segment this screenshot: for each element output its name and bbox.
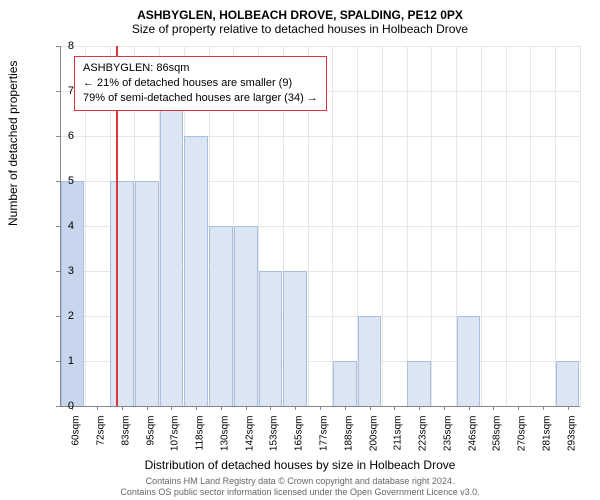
- histogram-bar: [556, 361, 580, 406]
- x-tick-label: 211sqm: [393, 416, 404, 476]
- y-tick-label: 8: [44, 40, 74, 52]
- histogram-bar: [61, 181, 85, 406]
- chart-title-line2: Size of property relative to detached ho…: [0, 22, 600, 38]
- histogram-bar: [184, 136, 208, 406]
- histogram-bar: [407, 361, 431, 406]
- info-box-line2: ← 21% of detached houses are smaller (9): [83, 76, 318, 91]
- x-tick-label: 142sqm: [244, 416, 255, 476]
- histogram-bar: [234, 226, 258, 406]
- footer-attribution: Contains HM Land Registry data © Crown c…: [0, 476, 600, 498]
- y-tick-label: 3: [44, 265, 74, 277]
- x-tick-label: 293sqm: [566, 416, 577, 476]
- gridline: [382, 46, 383, 406]
- y-tick-label: 5: [44, 175, 74, 187]
- x-tick-label: 153sqm: [269, 416, 280, 476]
- x-tick-label: 177sqm: [319, 416, 330, 476]
- footer-line1: Contains HM Land Registry data © Crown c…: [0, 476, 600, 487]
- x-tick-label: 258sqm: [492, 416, 503, 476]
- gridline: [60, 46, 580, 47]
- x-tick-label: 72sqm: [96, 416, 107, 476]
- chart-title-line1: ASHBYGLEN, HOLBEACH DROVE, SPALDING, PE1…: [0, 0, 600, 22]
- gridline: [431, 46, 432, 406]
- histogram-bar: [135, 181, 159, 406]
- gridline: [60, 136, 580, 137]
- gridline: [530, 46, 531, 406]
- x-tick-label: 83sqm: [120, 416, 131, 476]
- gridline: [407, 46, 408, 406]
- x-tick-label: 60sqm: [71, 416, 82, 476]
- y-tick-label: 6: [44, 130, 74, 142]
- y-tick-label: 7: [44, 85, 74, 97]
- plot-area: ASHBYGLEN: 86sqm ← 21% of detached house…: [60, 46, 580, 406]
- x-tick-label: 130sqm: [219, 416, 230, 476]
- histogram-bar: [110, 181, 134, 406]
- histogram-bar: [160, 91, 184, 406]
- y-tick-label: 1: [44, 355, 74, 367]
- y-tick-label: 4: [44, 220, 74, 232]
- gridline: [332, 46, 333, 406]
- gridline: [506, 46, 507, 406]
- histogram-bar: [209, 226, 233, 406]
- histogram-bar: [457, 316, 481, 406]
- info-box-line3: 79% of semi-detached houses are larger (…: [83, 91, 318, 106]
- histogram-bar: [358, 316, 382, 406]
- x-tick-label: 107sqm: [170, 416, 181, 476]
- x-tick-label: 246sqm: [467, 416, 478, 476]
- y-tick-label: 2: [44, 310, 74, 322]
- gridline: [481, 46, 482, 406]
- x-tick-label: 188sqm: [343, 416, 354, 476]
- y-axis-label: Number of detached properties: [6, 61, 20, 226]
- x-tick-label: 200sqm: [368, 416, 379, 476]
- x-tick-label: 95sqm: [145, 416, 156, 476]
- gridline: [555, 46, 556, 406]
- x-tick-label: 223sqm: [418, 416, 429, 476]
- marker-info-box: ASHBYGLEN: 86sqm ← 21% of detached house…: [74, 56, 327, 111]
- y-tick-label: 0: [44, 400, 74, 412]
- info-box-line1: ASHBYGLEN: 86sqm: [83, 61, 318, 76]
- chart-container: ASHBYGLEN, HOLBEACH DROVE, SPALDING, PE1…: [0, 0, 600, 500]
- histogram-bar: [333, 361, 357, 406]
- histogram-bar: [259, 271, 283, 406]
- histogram-bar: [283, 271, 307, 406]
- x-tick-label: 165sqm: [294, 416, 305, 476]
- x-tick-label: 118sqm: [195, 416, 206, 476]
- footer-line2: Contains OS public sector information li…: [0, 487, 600, 498]
- x-tick-label: 270sqm: [517, 416, 528, 476]
- x-tick-label: 235sqm: [442, 416, 453, 476]
- x-tick-label: 281sqm: [541, 416, 552, 476]
